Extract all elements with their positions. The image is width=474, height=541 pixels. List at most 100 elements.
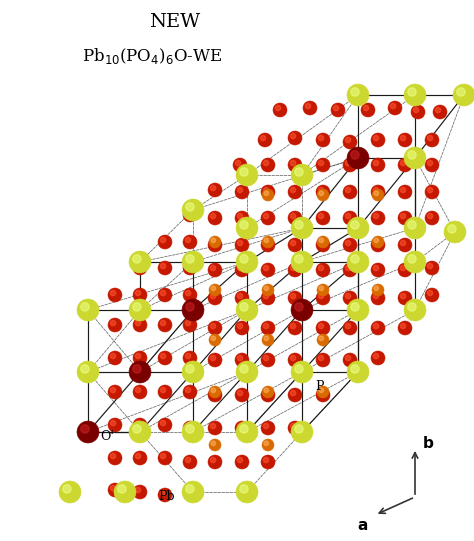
Circle shape	[183, 208, 197, 222]
Circle shape	[133, 288, 147, 302]
Circle shape	[136, 487, 141, 493]
Circle shape	[118, 485, 126, 493]
Circle shape	[158, 385, 172, 399]
Circle shape	[108, 451, 122, 465]
Circle shape	[183, 318, 197, 332]
Circle shape	[183, 235, 197, 249]
Circle shape	[371, 185, 385, 199]
Circle shape	[110, 353, 116, 359]
Circle shape	[185, 291, 191, 296]
Circle shape	[133, 425, 141, 433]
Circle shape	[388, 101, 402, 115]
Circle shape	[343, 238, 357, 252]
Circle shape	[110, 387, 116, 393]
Circle shape	[264, 238, 269, 242]
Circle shape	[316, 291, 330, 305]
Circle shape	[210, 324, 216, 329]
Circle shape	[264, 266, 269, 270]
Circle shape	[182, 421, 204, 443]
Circle shape	[305, 103, 310, 109]
Circle shape	[186, 203, 194, 211]
Circle shape	[372, 189, 384, 201]
Circle shape	[374, 293, 379, 299]
Circle shape	[208, 388, 222, 402]
Circle shape	[182, 251, 204, 273]
Circle shape	[63, 485, 71, 493]
Circle shape	[319, 240, 324, 246]
Circle shape	[343, 135, 357, 149]
Circle shape	[237, 457, 243, 463]
Circle shape	[110, 320, 116, 326]
Circle shape	[372, 236, 384, 248]
Circle shape	[182, 361, 204, 383]
Circle shape	[133, 255, 141, 263]
Circle shape	[262, 189, 274, 201]
Circle shape	[319, 388, 324, 393]
Circle shape	[404, 251, 426, 273]
Circle shape	[428, 291, 433, 296]
Text: P: P	[315, 379, 323, 393]
Circle shape	[351, 221, 359, 229]
Circle shape	[209, 284, 221, 296]
Circle shape	[398, 133, 412, 147]
Circle shape	[316, 353, 330, 367]
Circle shape	[261, 353, 275, 367]
Circle shape	[401, 266, 406, 270]
Circle shape	[264, 240, 269, 246]
Circle shape	[347, 251, 369, 273]
Circle shape	[361, 103, 375, 117]
Circle shape	[408, 88, 416, 96]
Circle shape	[317, 236, 329, 248]
Circle shape	[346, 137, 351, 143]
Circle shape	[235, 421, 249, 435]
Circle shape	[288, 238, 302, 252]
Circle shape	[398, 158, 412, 172]
Circle shape	[331, 103, 345, 117]
Circle shape	[346, 355, 351, 361]
Circle shape	[343, 211, 357, 225]
Circle shape	[347, 217, 369, 239]
Circle shape	[343, 353, 357, 367]
Circle shape	[295, 168, 303, 176]
Circle shape	[288, 388, 302, 402]
Circle shape	[351, 151, 359, 159]
Circle shape	[261, 158, 275, 172]
Circle shape	[211, 286, 216, 291]
Circle shape	[185, 210, 191, 216]
Circle shape	[288, 158, 302, 172]
Circle shape	[364, 105, 369, 111]
Circle shape	[425, 288, 439, 302]
Circle shape	[316, 238, 330, 252]
Circle shape	[374, 160, 379, 166]
Circle shape	[240, 168, 248, 176]
Circle shape	[436, 107, 441, 113]
Circle shape	[291, 240, 296, 246]
Circle shape	[129, 421, 151, 443]
Circle shape	[273, 103, 287, 117]
Circle shape	[371, 263, 385, 277]
Circle shape	[425, 133, 439, 147]
Circle shape	[291, 421, 313, 443]
Circle shape	[291, 164, 313, 186]
Circle shape	[401, 187, 406, 193]
Circle shape	[428, 263, 433, 269]
Circle shape	[374, 187, 379, 193]
Circle shape	[428, 213, 433, 219]
Circle shape	[291, 251, 313, 273]
Circle shape	[343, 158, 357, 172]
Circle shape	[160, 387, 166, 393]
Circle shape	[210, 391, 216, 395]
Circle shape	[208, 455, 222, 469]
Circle shape	[210, 213, 216, 219]
Circle shape	[233, 158, 247, 172]
Circle shape	[235, 211, 249, 225]
Circle shape	[237, 324, 243, 329]
Circle shape	[404, 84, 426, 106]
Circle shape	[291, 391, 296, 395]
Circle shape	[371, 158, 385, 172]
Circle shape	[160, 320, 166, 326]
Circle shape	[398, 211, 412, 225]
Circle shape	[183, 455, 197, 469]
Circle shape	[291, 266, 296, 270]
Circle shape	[236, 160, 241, 166]
